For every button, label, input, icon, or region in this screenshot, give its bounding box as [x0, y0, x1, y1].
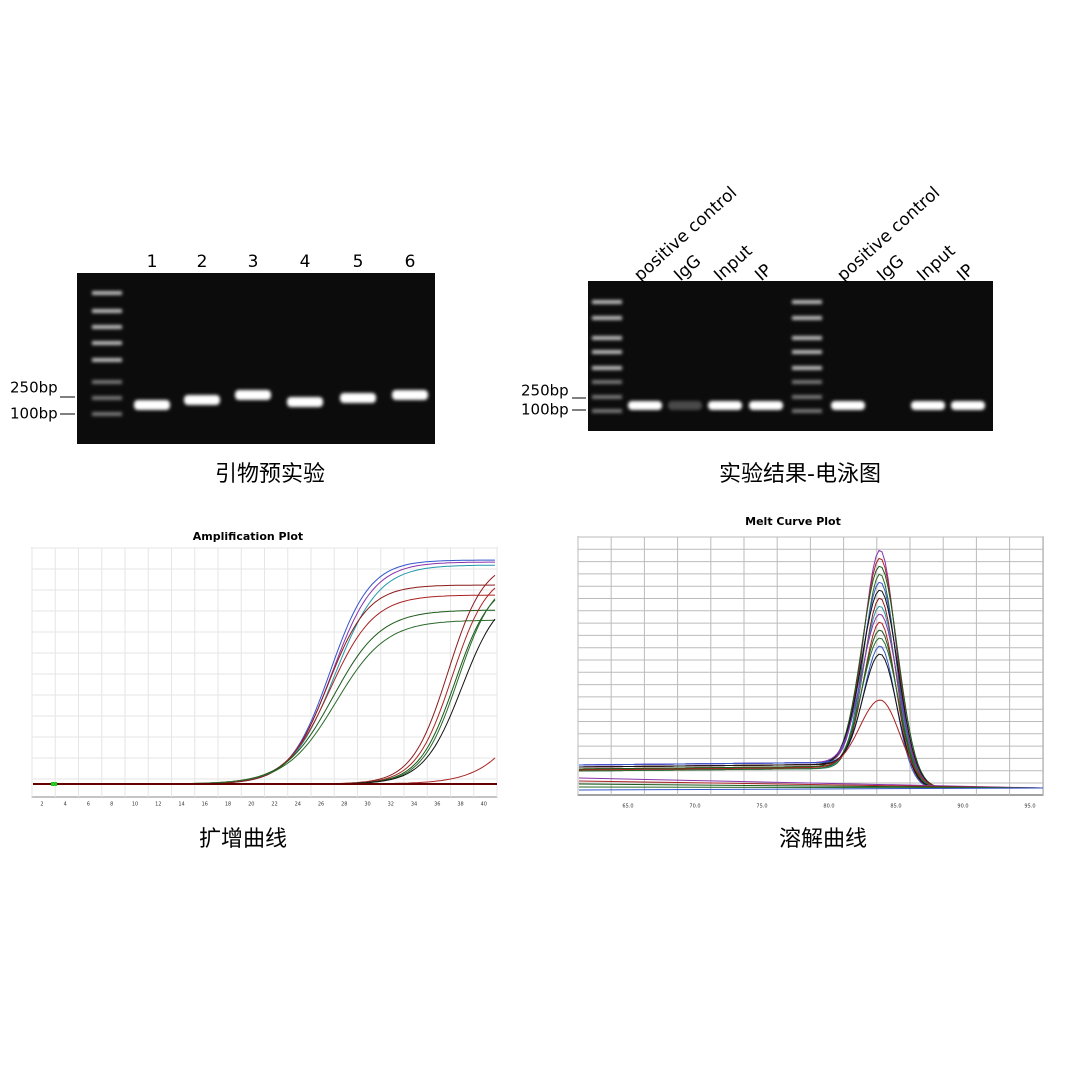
- x-tick-label: 16: [202, 802, 208, 808]
- x-tick-label: 24: [295, 802, 301, 808]
- ladder-band: [92, 325, 122, 329]
- band: [235, 390, 271, 400]
- x-tick-label: 14: [178, 802, 184, 808]
- lane-label: 3: [248, 252, 259, 272]
- ladder-band: [592, 350, 622, 354]
- band: [831, 401, 865, 410]
- ladder-band: [792, 366, 822, 370]
- curve: [578, 786, 1044, 789]
- x-tick-label: 40: [481, 802, 487, 808]
- x-tick-label: 18: [225, 802, 231, 808]
- ladder-band: [792, 395, 822, 399]
- ladder-band: [92, 380, 122, 384]
- marker: [51, 782, 57, 786]
- band: [287, 397, 323, 407]
- lane-label: 2: [197, 252, 208, 272]
- x-tick-label: 10: [132, 802, 138, 808]
- marker-label: 250bp: [10, 379, 58, 397]
- band: [911, 401, 945, 410]
- curve: [578, 787, 1044, 791]
- ladder-band: [92, 396, 122, 400]
- lane-label: 5: [353, 252, 364, 272]
- ladder-band: [792, 336, 822, 340]
- band: [749, 401, 783, 410]
- caption: 溶解曲线: [779, 827, 867, 852]
- lane-label: 4: [300, 252, 311, 272]
- ladder-band: [592, 316, 622, 320]
- x-tick-label: 36: [434, 802, 440, 808]
- ladder-band: [592, 366, 622, 370]
- x-tick-label: 95.0: [1024, 804, 1035, 810]
- band: [668, 401, 702, 410]
- ladder-band: [92, 412, 122, 416]
- x-tick-label: 34: [411, 802, 417, 808]
- band: [340, 393, 376, 403]
- marker-label: 250bp: [521, 382, 569, 400]
- caption: 引物预实验: [215, 462, 325, 487]
- band: [392, 390, 428, 400]
- band: [628, 401, 662, 410]
- gel: [77, 273, 435, 444]
- x-tick-label: 26: [318, 802, 324, 808]
- x-tick-label: 85.0: [890, 804, 901, 810]
- lane-label: 1: [147, 252, 158, 272]
- ladder-band: [792, 350, 822, 354]
- caption: 实验结果-电泳图: [719, 462, 881, 487]
- x-tick-label: 90.0: [957, 804, 968, 810]
- x-tick-label: 12: [155, 802, 161, 808]
- ladder-band: [792, 380, 822, 384]
- plot-title: Melt Curve Plot: [745, 515, 841, 528]
- plot-title: Amplification Plot: [193, 530, 303, 543]
- ladder-band: [92, 291, 122, 295]
- x-tick-label: 75.0: [756, 804, 767, 810]
- ladder-band: [792, 316, 822, 320]
- x-tick-label: 6: [87, 802, 90, 808]
- ladder-band: [92, 341, 122, 345]
- band: [708, 401, 742, 410]
- x-tick-label: 22: [271, 802, 277, 808]
- ladder-band: [792, 409, 822, 413]
- lane-label: Input: [913, 241, 959, 286]
- ladder-band: [592, 409, 622, 413]
- lane-label: 6: [405, 252, 416, 272]
- ladder-band: [792, 300, 822, 304]
- lane-label: Input: [710, 241, 756, 286]
- band: [951, 401, 985, 410]
- x-tick-label: 38: [457, 802, 463, 808]
- x-tick-label: 4: [64, 802, 67, 808]
- x-tick-label: 28: [341, 802, 347, 808]
- ladder-band: [92, 358, 122, 362]
- marker-label: 100bp: [521, 401, 569, 419]
- caption: 扩增曲线: [199, 827, 287, 852]
- ladder-band: [592, 336, 622, 340]
- ladder-band: [592, 300, 622, 304]
- ladder-band: [92, 309, 122, 313]
- band: [134, 400, 170, 410]
- marker-label: 100bp: [10, 405, 58, 423]
- x-tick-label: 30: [364, 802, 370, 808]
- x-tick-label: 20: [248, 802, 254, 808]
- x-tick-label: 65.0: [622, 804, 633, 810]
- x-tick-label: 2: [40, 802, 43, 808]
- x-tick-label: 80.0: [823, 804, 834, 810]
- band: [184, 395, 220, 405]
- ladder-band: [592, 395, 622, 399]
- x-tick-label: 32: [388, 802, 394, 808]
- ladder-band: [592, 380, 622, 384]
- x-tick-label: 70.0: [689, 804, 700, 810]
- x-tick-label: 8: [110, 802, 113, 808]
- curve: [578, 783, 1044, 789]
